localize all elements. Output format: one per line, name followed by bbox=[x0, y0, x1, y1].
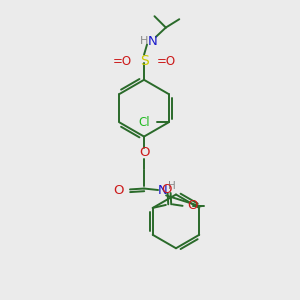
Text: N: N bbox=[158, 184, 167, 196]
Text: O: O bbox=[161, 183, 172, 196]
Text: Cl: Cl bbox=[138, 116, 150, 129]
Text: S: S bbox=[140, 54, 148, 68]
Text: =O: =O bbox=[112, 55, 131, 68]
Text: O: O bbox=[187, 199, 197, 212]
Text: O: O bbox=[113, 184, 124, 196]
Text: H: H bbox=[168, 181, 176, 190]
Text: =O: =O bbox=[157, 55, 176, 68]
Text: N: N bbox=[148, 34, 157, 47]
Text: H: H bbox=[140, 36, 148, 46]
Text: O: O bbox=[139, 146, 149, 159]
